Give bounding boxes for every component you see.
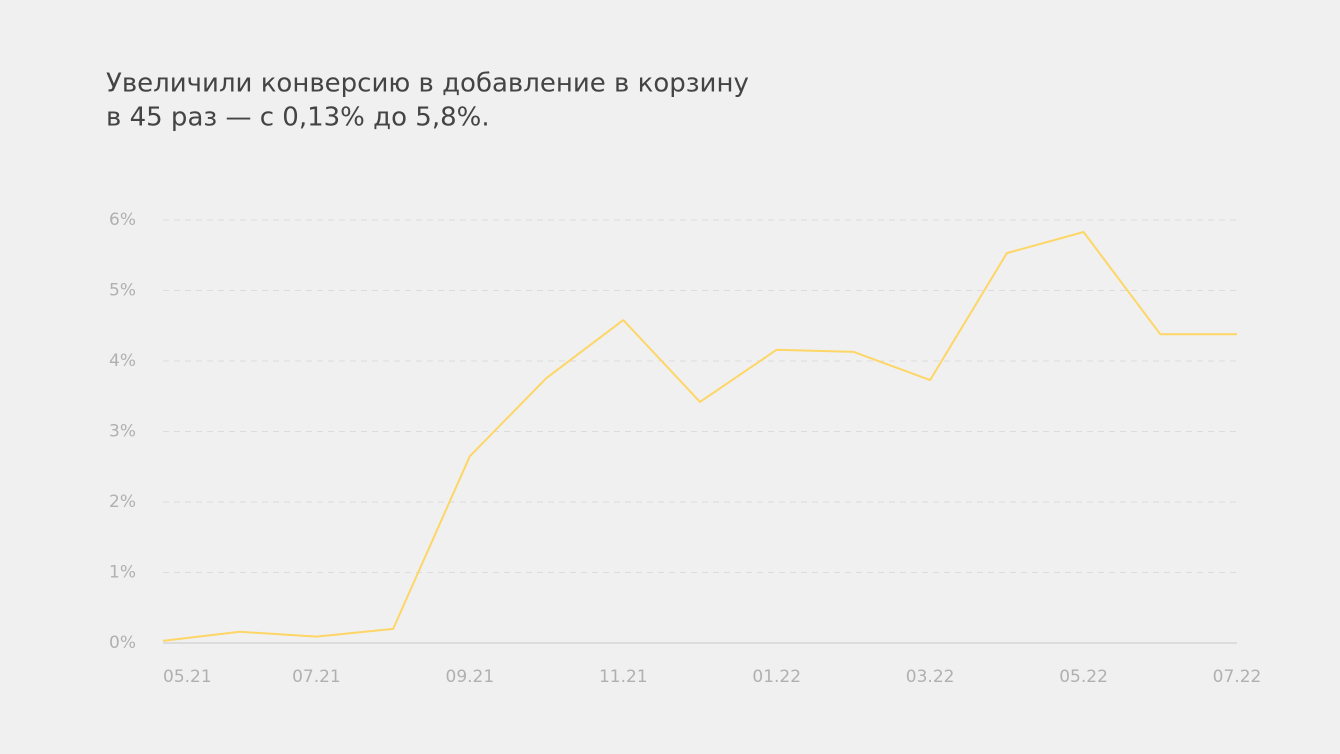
x-tick-label: 07.21 [292, 667, 341, 687]
y-tick-label: 3% [109, 422, 136, 442]
y-tick-label: 6% [109, 210, 136, 230]
x-tick-label: 05.21 [163, 667, 212, 687]
y-tick-label: 0% [109, 633, 136, 653]
x-tick-label: 03.22 [906, 667, 955, 687]
chart-title: Увеличили конверсию в добавление в корзи… [106, 69, 749, 99]
y-tick-label: 4% [109, 351, 136, 371]
x-tick-label: 05.22 [1059, 667, 1108, 687]
x-tick-label: 09.21 [446, 667, 495, 687]
x-tick-label: 01.22 [752, 667, 801, 687]
x-tick-label: 07.22 [1213, 667, 1262, 687]
y-tick-label: 5% [109, 281, 136, 301]
line [162, 230, 1237, 642]
chart-title: в 45 раз — с 0,13% до 5,8%. [106, 103, 490, 133]
x-tick-label: 11.21 [599, 667, 648, 687]
y-tick-label: 1% [109, 563, 136, 583]
y-tick-label: 2% [109, 492, 136, 512]
